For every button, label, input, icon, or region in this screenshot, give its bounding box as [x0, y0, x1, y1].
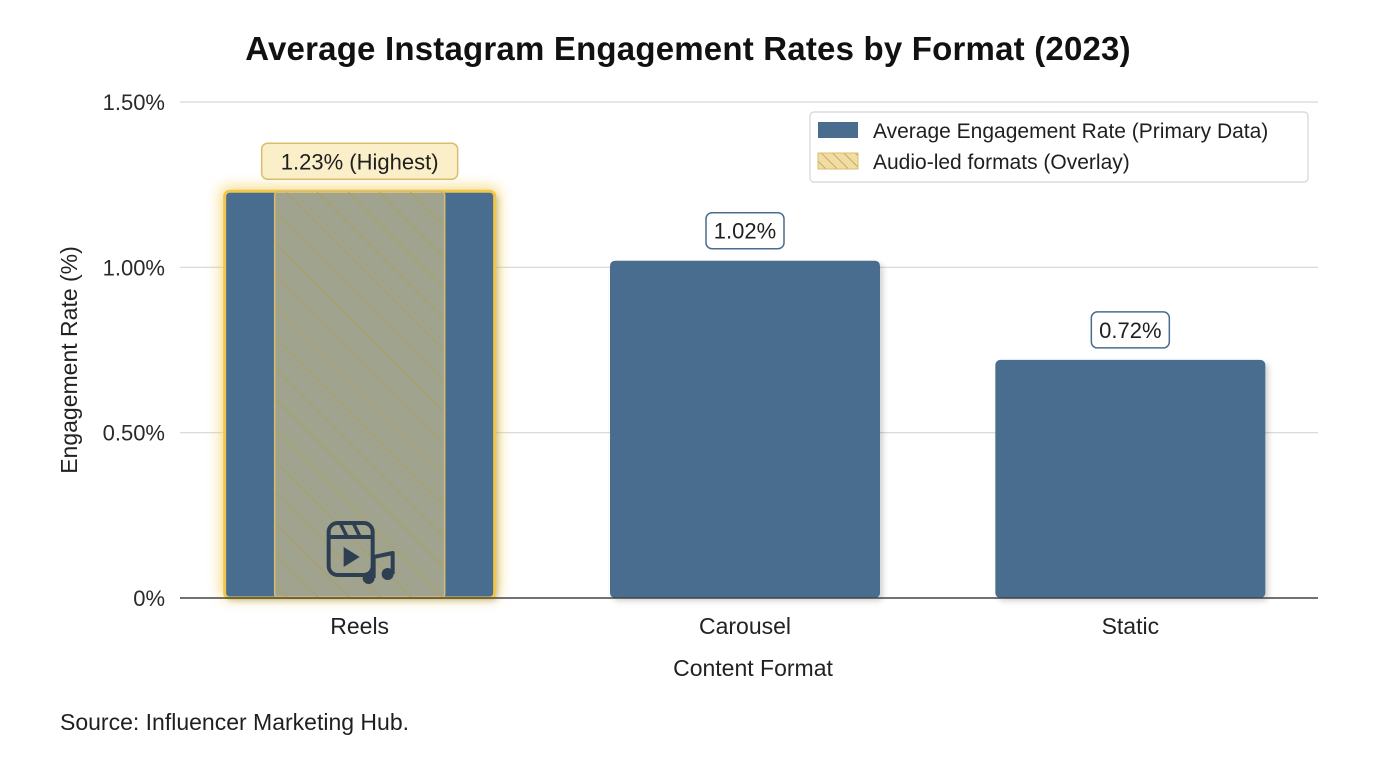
reels-audio-icon — [326, 521, 395, 584]
data-label: 1.02% — [714, 219, 776, 244]
chart-title: Average Instagram Engagement Rates by Fo… — [245, 30, 1131, 67]
y-tick-label: 1.50% — [103, 90, 165, 115]
x-tick-label: Static — [1102, 613, 1160, 639]
bar-static — [995, 359, 1266, 598]
x-tick-label: Carousel — [699, 613, 791, 639]
data-label-box — [1090, 311, 1171, 349]
bars — [220, 187, 1266, 600]
legend-swatch-overlay — [817, 152, 859, 170]
data-label-box — [705, 211, 785, 250]
x-axis-title: Content Format — [673, 655, 833, 681]
data-labels: 1.23% (Highest) 1.02% 0.72% — [260, 142, 1171, 349]
y-tick-label: 0.50% — [103, 421, 165, 446]
data-label: 0.72% — [1099, 318, 1161, 343]
data-label: 1.23% (Highest) — [281, 149, 439, 174]
legend-label-overlay: Audio-led formats (Overlay) — [873, 151, 1130, 174]
data-label-box — [260, 142, 459, 181]
legend-label-primary: Average Engagement Rate (Primary Data) — [873, 120, 1268, 143]
legend-swatch-primary — [818, 122, 858, 138]
y-tick-label: 0% — [133, 586, 165, 611]
x-tick-label: Reels — [330, 613, 389, 639]
legend-box — [809, 111, 1309, 183]
legend: Average Engagement Rate (Primary Data) Au… — [809, 111, 1309, 183]
bar-carousel — [610, 260, 880, 598]
y-axis-title: Engagement Rate (%) — [56, 246, 82, 474]
y-tick-label: 1.00% — [103, 255, 165, 280]
source-note: Source: Influencer Marketing Hub. — [60, 709, 410, 735]
axes: 0% 0.50% 1.00% 1.50% Reels Carousel Static Cont… — [56, 90, 1318, 681]
